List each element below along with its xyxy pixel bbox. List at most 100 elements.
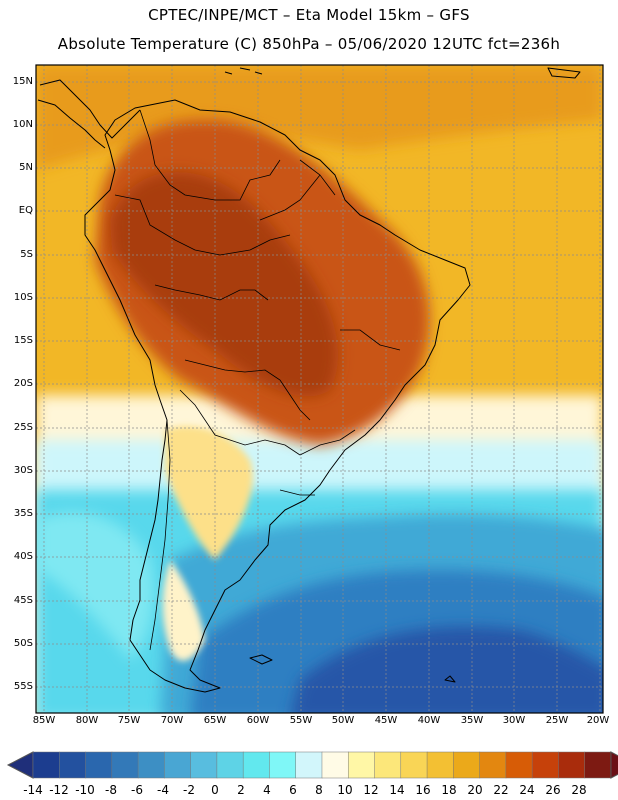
lat-label: 40S (13, 551, 33, 562)
border-line (259, 159, 336, 221)
lon-label: 25W (545, 715, 569, 726)
colorbar-label: 14 (389, 783, 405, 797)
colorbar-swatch (531, 751, 559, 779)
colorbar-swatch (558, 751, 586, 779)
colorbar-label: 12 (363, 783, 379, 797)
colorbar-swatch (505, 751, 533, 779)
map-frame (35, 64, 604, 714)
lat-label: 55S (13, 681, 33, 692)
lon-label: 75W (117, 715, 141, 726)
colorbar-label: -2 (183, 783, 195, 797)
central-america-coastline (39, 79, 141, 139)
border-line (179, 389, 301, 456)
lon-label: 70W (160, 715, 184, 726)
colorbar-swatch (374, 751, 402, 779)
lon-label: 45W (374, 715, 398, 726)
lat-label: 35S (13, 508, 33, 519)
temperature-field (36, 65, 603, 713)
colorbar-swatch (59, 751, 87, 779)
colorbar-swatch (111, 751, 139, 779)
colorbar-label: 18 (441, 783, 457, 797)
lon-label: 35W (460, 715, 484, 726)
colorbar-label: 6 (289, 783, 297, 797)
lat-label: 5N (19, 162, 33, 173)
caribbean-islands (224, 67, 581, 79)
lon-label: 80W (75, 715, 99, 726)
border-line (184, 359, 311, 421)
lon-label: 55W (289, 715, 313, 726)
field-deep-blue-region (291, 626, 603, 713)
country-borders (114, 109, 401, 651)
colorbar-label: -12 (49, 783, 69, 797)
colorbar-label: -14 (23, 783, 43, 797)
colorbar (6, 751, 618, 779)
colorbar-swatch (584, 751, 612, 779)
lat-label: 10S (13, 292, 33, 303)
colorbar-swatch (242, 751, 270, 779)
central-america-coastline (37, 99, 106, 149)
colorbar-swatch (295, 751, 323, 779)
colorbar-label: -4 (157, 783, 169, 797)
lon-label: 50W (331, 715, 355, 726)
lat-label: 45S (13, 595, 33, 606)
colorbar-label: -8 (105, 783, 117, 797)
field-southern-coast-strip (162, 560, 205, 661)
lon-label: 30W (502, 715, 526, 726)
colorbar-swatch (347, 751, 376, 779)
colorbar-label: 22 (493, 783, 509, 797)
colorbar-label: 0 (211, 783, 219, 797)
map-title-line1: CPTEC/INPE/MCT – Eta Model 15km – GFS (148, 6, 470, 24)
colorbar-swatch (190, 751, 218, 779)
colorbar-swatch (85, 751, 113, 779)
colorbar-label: 4 (263, 783, 271, 797)
lat-label: 20S (13, 378, 33, 389)
field-pale-southern-cone (165, 426, 253, 560)
colorbar-swatch (269, 751, 297, 779)
border-line (149, 419, 171, 651)
colorbar-label: 8 (315, 783, 323, 797)
south-america-coastline (84, 99, 471, 693)
graticule (36, 65, 603, 713)
lon-label: 65W (203, 715, 227, 726)
border-line (139, 109, 281, 201)
colorbar-swatch (216, 751, 244, 779)
lat-label: EQ (18, 205, 33, 216)
map-title-line2: Absolute Temperature (C) 850hPa – 05/06/… (57, 35, 561, 53)
colorbar-label: 20 (467, 783, 483, 797)
falkland-islands (444, 675, 456, 683)
colorbar-swatch (32, 751, 60, 779)
border-line (279, 489, 315, 496)
lat-label: 25S (13, 422, 33, 433)
colorbar-swatch (164, 751, 192, 779)
colorbar-low-arrow (6, 751, 34, 779)
border-line (114, 194, 291, 256)
colorbar-high-arrow (610, 751, 618, 779)
border-line (154, 284, 269, 301)
lat-label: 10N (12, 119, 33, 130)
lon-label: 20W (586, 715, 610, 726)
colorbar-swatch (426, 751, 454, 779)
lon-label: 60W (246, 715, 270, 726)
colorbar-label: -6 (131, 783, 143, 797)
lat-label: 5S (20, 249, 33, 260)
colorbar-swatch (479, 751, 507, 779)
colorbar-label: 24 (519, 783, 535, 797)
colorbar-swatch (321, 751, 349, 779)
falkland-islands (249, 654, 273, 665)
lat-label: 15S (13, 335, 33, 346)
lat-label: 30S (13, 465, 33, 476)
colorbar-label: 2 (237, 783, 245, 797)
colorbar-label: 10 (337, 783, 353, 797)
field-west-cyan-tongue (36, 512, 154, 660)
colorbar-label: 16 (415, 783, 431, 797)
coastlines (37, 67, 581, 693)
lat-label: 15N (12, 76, 33, 87)
border-line (299, 429, 356, 456)
lon-label: 85W (32, 715, 56, 726)
colorbar-swatch (400, 751, 428, 779)
colorbar-label: 26 (545, 783, 561, 797)
colorbar-swatch (137, 751, 165, 779)
colorbar-swatch (453, 751, 481, 779)
colorbar-label: -10 (75, 783, 95, 797)
